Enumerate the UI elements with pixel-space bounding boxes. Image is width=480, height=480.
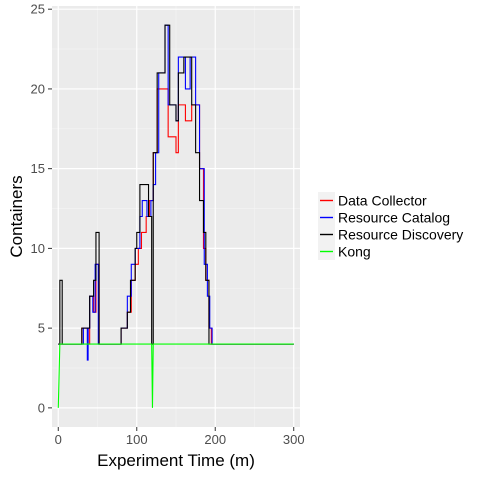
y-tick-label: 20 <box>31 81 45 96</box>
x-tick-label: 0 <box>55 432 62 447</box>
legend-item-kong: Kong <box>318 243 371 260</box>
y-axis-ticks: 0 5 10 15 20 25 <box>31 2 52 415</box>
legend-label: Resource Discovery <box>338 227 463 243</box>
series-line-kong <box>57 343 294 408</box>
series-line-resource-discovery <box>58 24 294 345</box>
legend-label: Data Collector <box>338 193 427 209</box>
y-tick-label: 0 <box>38 400 45 415</box>
y-tick-label: 25 <box>31 2 45 17</box>
legend-item-resource-discovery: Resource Discovery <box>318 226 463 243</box>
y-tick-label: 10 <box>31 241 45 256</box>
y-tick-label: 15 <box>31 161 45 176</box>
legend-item-data-collector: Data Collector <box>318 192 427 209</box>
x-axis-ticks: 0 100 200 300 <box>55 427 305 447</box>
x-tick-label: 100 <box>126 432 148 447</box>
y-tick-label: 5 <box>38 321 45 336</box>
legend-label: Resource Catalog <box>338 210 450 226</box>
y-axis-title: Containers <box>7 175 26 257</box>
x-axis-title: Experiment Time (m) <box>97 451 255 470</box>
series-layer <box>57 24 294 408</box>
x-tick-label: 300 <box>283 432 305 447</box>
grid-major <box>52 6 300 427</box>
x-tick-label: 200 <box>204 432 226 447</box>
legend-label: Kong <box>338 244 371 260</box>
legend-item-resource-catalog: Resource Catalog <box>318 209 450 226</box>
series-line-resource-catalog <box>58 24 294 361</box>
